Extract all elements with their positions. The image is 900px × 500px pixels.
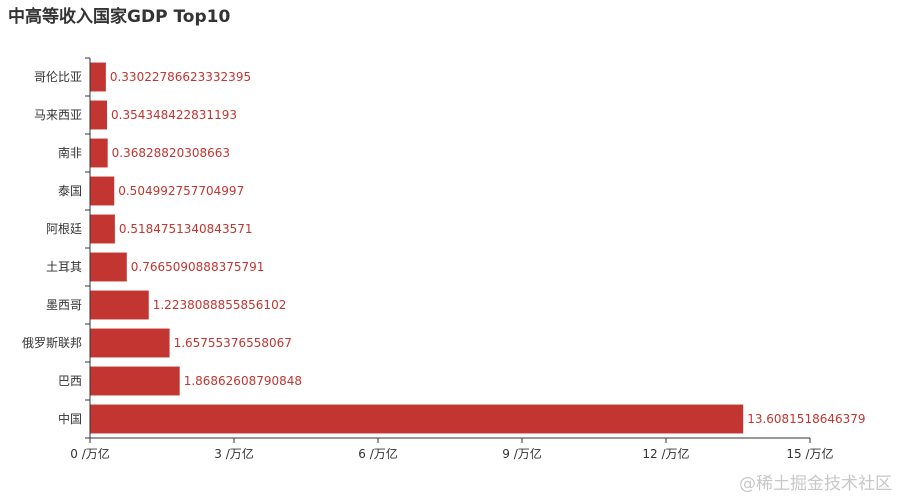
bar [90, 138, 108, 168]
bar [90, 252, 127, 282]
x-tick-label: 9 /万亿 [502, 446, 542, 461]
bar [90, 100, 108, 130]
y-tick-label: 马来西亚 [34, 108, 82, 122]
y-tick-label: 墨西哥 [46, 298, 82, 312]
bar [90, 176, 115, 206]
x-tick-label: 6 /万亿 [358, 446, 398, 461]
data-label: 0.504992757704997 [118, 184, 244, 198]
watermark: @稀土掘金技术社区 [739, 474, 892, 494]
y-tick-label: 巴西 [58, 374, 82, 388]
x-tick-label: 12 /万亿 [642, 446, 689, 461]
y-tick-label: 泰国 [58, 184, 82, 198]
data-label: 0.354348422831193 [111, 108, 237, 122]
x-tick-label: 15 /万亿 [786, 446, 833, 461]
chart-title: 中高等收入国家GDP Top10 [8, 7, 231, 27]
y-tick-label: 俄罗斯联邦 [22, 336, 82, 350]
bar [90, 62, 106, 92]
data-label: 0.7665090888375791 [131, 260, 265, 274]
x-tick-label: 3 /万亿 [214, 446, 254, 461]
bar [90, 328, 170, 358]
x-tick-label: 0 /万亿 [70, 446, 110, 461]
data-label: 0.36828820308663 [112, 146, 230, 160]
bar [90, 214, 115, 244]
y-tick-label: 土耳其 [46, 260, 82, 274]
bar [90, 404, 744, 434]
data-label: 1.2238088855856102 [153, 298, 287, 312]
bar [90, 366, 180, 396]
y-tick-label: 阿根廷 [46, 222, 82, 236]
data-label: 0.33022786623332395 [110, 70, 251, 84]
data-label: 1.65755376558067 [174, 336, 292, 350]
bar [90, 290, 149, 320]
y-tick-label: 中国 [58, 411, 82, 426]
data-label: 1.86862608790848 [184, 374, 302, 388]
data-label: 13.6081518646379 [747, 412, 865, 426]
y-tick-label: 哥伦比亚 [34, 69, 82, 84]
data-label: 0.5184751340843571 [119, 222, 253, 236]
y-tick-label: 南非 [58, 145, 82, 160]
